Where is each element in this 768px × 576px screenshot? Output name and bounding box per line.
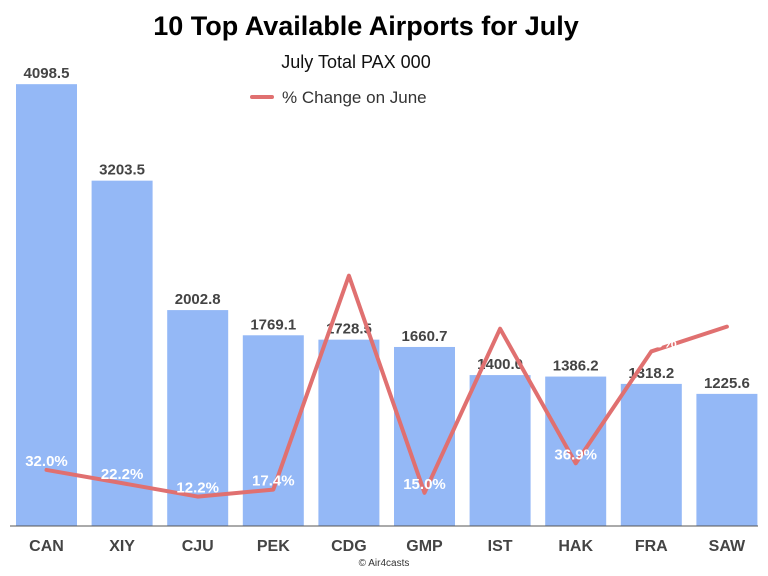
x-tick-label: CAN: [29, 538, 64, 555]
pct-value-label: 138.4%: [701, 310, 752, 327]
pct-value-label: 22.2%: [101, 466, 144, 483]
bar-value-label: 1660.7: [402, 328, 448, 345]
bar-value-label: 2002.8: [175, 291, 221, 308]
pct-change-line: [44, 273, 729, 499]
chart-title: 10 Top Available Airports for July: [153, 11, 579, 41]
bar-xiy: [91, 180, 153, 526]
x-tick-label: CJU: [182, 538, 214, 555]
bar-hak: [545, 376, 607, 526]
pct-value-label: 36.9%: [554, 446, 597, 463]
bar-value-label: 4098.5: [24, 65, 70, 82]
pct-value-label: 32.0%: [25, 453, 68, 470]
credit-text: © Air4casts: [359, 558, 410, 569]
x-tick-label: CDG: [331, 538, 367, 555]
bar-saw: [696, 393, 758, 526]
pct-value-label: 120.0%: [626, 334, 677, 351]
pct-value-label: 136.9%: [475, 312, 526, 329]
bar-cdg: [318, 339, 380, 526]
x-tick-label: XIY: [109, 538, 135, 555]
bar-value-label: 1386.2: [553, 358, 599, 375]
x-tick-label: HAK: [558, 538, 593, 555]
pct-value-label: 15.0%: [403, 476, 446, 493]
bar-can: [16, 84, 77, 526]
pct-labels: 32.0% 22.2% 12.2% 17.4% 176.3% 15.0% 136.9% 36.…: [25, 259, 752, 497]
x-ticks: CAN XIY CJU PEK CDG GMP IST HAK FRA SAW: [29, 538, 746, 555]
legend-label: % Change on June: [282, 88, 427, 107]
bar-value-label: 3203.5: [99, 162, 145, 179]
bar-value-label: 1225.6: [704, 375, 750, 392]
legend: % Change on June: [250, 88, 427, 107]
x-tick-label: SAW: [709, 538, 746, 555]
bars: 4098.5 3203.5 2002.8 1769.1 1728.5 1660.7 1400…: [16, 65, 758, 526]
pct-value-label: 12.2%: [176, 480, 219, 497]
bar-value-label: 1400.0: [477, 356, 523, 373]
bar-cju: [167, 310, 229, 526]
pct-change-line-series: [44, 273, 729, 499]
x-tick-label: GMP: [406, 538, 443, 555]
x-tick-label: IST: [488, 538, 513, 555]
bar-value-label: 1769.1: [250, 316, 296, 333]
bar-fra: [620, 383, 682, 526]
chart-subtitle: July Total PAX 000: [281, 52, 430, 72]
x-tick-label: FRA: [635, 538, 668, 555]
x-tick-label: PEK: [257, 538, 290, 555]
pct-value-label: 17.4%: [252, 473, 295, 490]
bar-ist: [469, 375, 531, 526]
bar-value-label: 1728.5: [326, 321, 372, 338]
pct-value-label: 176.3%: [323, 259, 374, 276]
